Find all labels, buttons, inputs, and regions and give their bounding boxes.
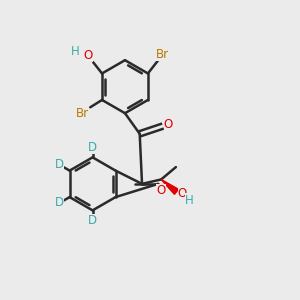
Text: D: D [55,158,64,171]
Text: H: H [71,45,80,58]
Text: D: D [55,196,64,209]
Text: D: D [88,214,97,227]
Text: Br: Br [75,107,88,120]
Text: D: D [88,141,97,154]
Text: O: O [178,187,187,200]
Text: Br: Br [156,48,169,61]
Polygon shape [161,179,178,194]
Text: H: H [185,194,194,207]
Text: O: O [157,184,166,197]
Text: O: O [84,49,93,62]
Text: O: O [164,118,173,131]
